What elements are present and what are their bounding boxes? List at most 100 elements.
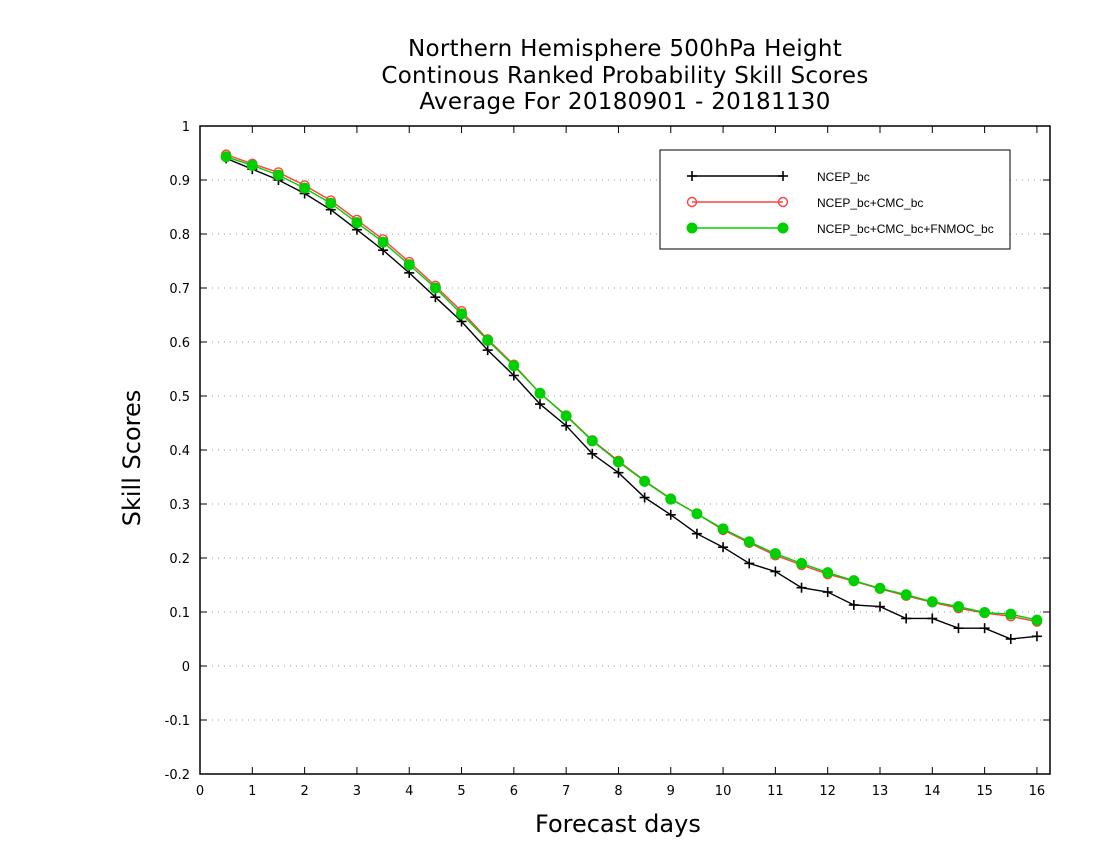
x-tick-label: 14 <box>924 784 941 799</box>
data-point <box>613 467 624 478</box>
x-tick-label: 11 <box>767 784 784 799</box>
data-point <box>1031 631 1042 642</box>
y-tick-label: 0.4 <box>169 444 190 459</box>
data-point <box>1031 614 1043 626</box>
data-point <box>770 566 781 577</box>
legend-marker <box>778 171 788 181</box>
data-point <box>744 558 755 569</box>
data-point <box>665 509 676 520</box>
x-tick-label: 15 <box>976 784 993 799</box>
legend-marker <box>777 196 789 208</box>
data-point <box>743 536 755 548</box>
data-point <box>561 420 572 431</box>
chart-title-line-3: Average For 20180901 - 20181130 <box>419 89 831 115</box>
x-tick-label: 4 <box>405 784 413 799</box>
data-point <box>848 575 860 587</box>
data-point <box>665 493 677 505</box>
data-point <box>508 370 519 381</box>
x-tick-label: 3 <box>353 784 361 799</box>
y-tick-label: 0.2 <box>169 552 190 567</box>
chart-title-line-1: Northern Hemisphere 500hPa Height <box>407 36 843 62</box>
legend-box <box>659 149 1011 250</box>
series-3 <box>220 151 1043 626</box>
data-point <box>586 435 598 447</box>
x-tick-label: 9 <box>667 784 675 799</box>
data-point <box>979 623 990 634</box>
data-point <box>979 607 991 619</box>
x-tick-label: 12 <box>819 784 836 799</box>
chart-title-line-2: Continous Ranked Probability Skill Score… <box>381 63 869 89</box>
gridlines <box>200 179 1050 721</box>
series-1 <box>221 153 1042 644</box>
plot-frame <box>199 125 1051 775</box>
y-tick-label: -0.2 <box>165 768 190 783</box>
x-tick-label: 16 <box>1029 784 1046 799</box>
y-tick-label: 0.8 <box>169 228 190 243</box>
data-point <box>900 589 912 601</box>
data-point <box>351 217 363 229</box>
data-point <box>508 360 520 372</box>
y-axis-title: Skill Scores <box>118 389 146 527</box>
legend-entry: NCEP_bc+CMC_bc <box>686 196 923 210</box>
data-point <box>874 582 886 594</box>
x-tick-label: 0 <box>196 784 204 799</box>
x-axis-title: Forecast days <box>535 810 701 838</box>
legend-marker <box>686 222 698 234</box>
data-point <box>220 151 232 163</box>
series-line <box>225 157 1037 640</box>
x-tick-label: 5 <box>457 784 465 799</box>
y-tick-label: 0.9 <box>169 174 190 189</box>
legend-label: NCEP_bc <box>817 170 870 184</box>
data-point <box>535 399 545 410</box>
data-point <box>612 456 624 468</box>
data-point <box>952 601 964 613</box>
data-point <box>848 599 859 610</box>
legend-marker <box>777 222 789 234</box>
axis-ticks: -0.2-0.100.10.20.30.40.50.60.70.80.910 1 2… <box>165 120 1050 799</box>
x-tick-label: 1 <box>248 784 256 799</box>
y-tick-label: 0.1 <box>169 606 190 621</box>
y-tick-label: 0.5 <box>169 390 190 405</box>
data-point <box>718 542 729 553</box>
data-point <box>1005 608 1017 620</box>
data-point <box>691 528 702 539</box>
legend-marker <box>687 171 697 181</box>
y-tick-label: 0.6 <box>169 336 190 351</box>
data-point <box>482 345 493 356</box>
data-point <box>246 159 258 171</box>
data-point <box>901 613 912 624</box>
y-tick-label: 0 <box>182 660 190 675</box>
data-point <box>875 601 885 612</box>
x-tick-label: 7 <box>562 784 570 799</box>
data-point <box>429 282 441 294</box>
y-tick-label: 0.7 <box>169 282 190 297</box>
data-point <box>691 508 703 520</box>
x-tick-label: 6 <box>510 784 518 799</box>
data-point <box>796 582 807 593</box>
legend-entry: NCEP_bc <box>687 170 870 184</box>
data-point <box>482 334 494 346</box>
data-point <box>403 259 415 271</box>
data-point <box>717 523 729 535</box>
legend-label: NCEP_bc+CMC_bc <box>817 196 923 210</box>
data-point <box>953 623 964 634</box>
data-point <box>926 596 938 608</box>
y-tick-label: 1 <box>182 120 190 135</box>
data-point <box>1005 634 1016 644</box>
x-tick-label: 10 <box>715 784 732 799</box>
data-point <box>377 236 389 248</box>
data-point <box>560 410 572 422</box>
legend-marker <box>686 196 698 208</box>
legend-entry: NCEP_bc+CMC_bc+FNMOC_bc <box>686 222 994 236</box>
data-point <box>456 308 468 320</box>
y-tick-label: 0.3 <box>169 498 190 513</box>
x-tick-label: 2 <box>300 784 308 799</box>
data-point <box>769 548 781 560</box>
data-point <box>796 557 808 569</box>
data-point <box>639 492 650 503</box>
data-point <box>299 182 311 194</box>
data-point <box>639 475 651 487</box>
series-layer <box>220 149 1043 644</box>
data-point <box>587 448 598 459</box>
data-point <box>430 292 441 303</box>
